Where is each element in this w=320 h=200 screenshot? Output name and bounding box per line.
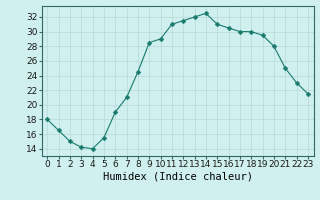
X-axis label: Humidex (Indice chaleur): Humidex (Indice chaleur) <box>103 172 252 182</box>
